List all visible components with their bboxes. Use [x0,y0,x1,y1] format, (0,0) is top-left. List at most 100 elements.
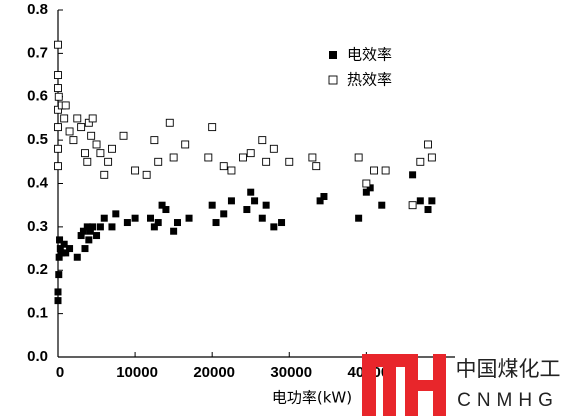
point [428,197,436,205]
point [408,201,417,210]
point [246,149,255,158]
point [316,197,324,205]
point [416,197,424,205]
point [55,271,63,279]
point [83,223,91,231]
point [54,297,62,305]
point [173,219,181,227]
point [83,157,92,166]
point [112,210,120,218]
point [227,197,235,205]
watermark-text: 中国煤化工 [456,357,561,381]
point [119,131,128,140]
point [142,170,151,179]
point [220,210,228,218]
x-axis-label: 电功率(kW) [272,389,352,407]
point [312,162,321,171]
point [158,201,166,209]
point [61,101,70,110]
point [239,153,247,162]
point [154,157,163,166]
point [54,144,62,153]
point [427,153,436,162]
point [54,123,62,132]
point [269,144,278,153]
point [262,201,270,209]
y-tick-label: 0.2 [27,261,48,278]
point [308,153,317,162]
point [409,171,417,179]
point [212,219,220,227]
y-tick-label: 0.7 [27,44,48,61]
x-tick-label: 10000 [116,364,158,381]
point [170,227,178,235]
point [424,206,432,214]
point [278,219,286,227]
y-tick-label: 0.4 [27,174,49,191]
point [378,201,386,209]
point [108,144,116,153]
point [62,249,70,257]
legend-marker [329,51,337,59]
point [108,223,116,231]
point [96,223,104,231]
point [162,206,170,214]
point [258,214,266,222]
point [285,157,294,166]
legend-marker [328,75,338,85]
point [58,249,66,257]
point [92,140,101,149]
point [370,166,379,175]
point [54,92,63,101]
y-tick-label: 0.6 [27,88,48,105]
point [165,118,174,127]
point [60,114,69,123]
point [88,114,97,123]
point [56,236,64,244]
point [56,245,64,253]
point [251,197,259,205]
y-tick-label: 0.5 [27,131,48,148]
legend-label: 热效率 [347,71,392,89]
point [100,214,108,222]
point [243,206,251,214]
point [54,162,62,171]
y-tick-label: 0.8 [27,1,48,18]
point [262,157,271,166]
y-tick-label: 0.0 [27,348,48,365]
watermark: 中国煤化工 CNMHG [362,354,561,416]
x-tick-label: 30000 [270,364,312,381]
point [86,227,94,235]
point [185,214,193,222]
point [154,219,162,227]
logo-bar [383,354,396,416]
point [219,162,228,171]
point [362,188,370,196]
point [100,170,109,179]
point [227,166,236,175]
point [270,223,278,231]
point [85,236,93,244]
point [77,123,86,132]
y-tick-label: 0.1 [27,305,48,322]
point [77,232,85,240]
point [79,227,87,235]
point [147,214,155,222]
point [366,184,374,192]
point [81,245,89,253]
point [150,223,158,231]
point [96,149,105,158]
point [381,166,390,175]
point [181,140,190,149]
point [54,40,62,49]
legend-label: 电效率 [347,46,392,64]
point [208,201,216,209]
point [81,149,89,158]
point [89,223,97,231]
point [87,131,96,140]
point [73,114,82,123]
logo-bar [405,380,446,391]
point [204,153,213,162]
point [55,253,63,261]
point [123,219,131,227]
